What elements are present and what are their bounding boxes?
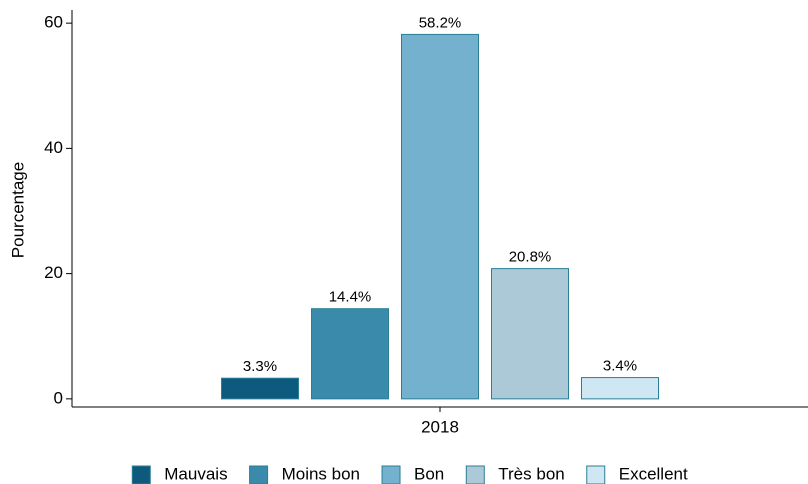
legend-label: Mauvais (164, 464, 227, 483)
value-label: 3.4% (603, 358, 637, 375)
legend-label: Moins bon (282, 464, 360, 483)
legend-swatch (586, 465, 606, 484)
y-axis-label: Pourcentage (8, 162, 27, 258)
legend-swatch (381, 465, 401, 484)
legend-swatch (131, 465, 151, 484)
value-label: 58.2% (419, 14, 462, 31)
bar (581, 377, 659, 400)
legend-label: Excellent (619, 464, 688, 483)
bar (221, 377, 299, 400)
y-tick-label: 60 (44, 13, 63, 32)
legend-swatch (249, 465, 269, 484)
value-label: 20.8% (509, 249, 552, 266)
legend-label: Très bon (498, 464, 564, 483)
bar (401, 33, 479, 400)
value-label: 3.3% (243, 358, 277, 375)
y-tick-label: 40 (44, 138, 63, 157)
legend-swatch (465, 465, 485, 484)
x-tick-label: 2018 (421, 417, 459, 436)
legend-label: Bon (414, 464, 444, 483)
y-tick-label: 0 (54, 388, 63, 407)
y-tick-label: 20 (44, 263, 63, 282)
bar (311, 308, 389, 400)
bar (491, 268, 569, 400)
value-label: 14.4% (329, 289, 372, 306)
